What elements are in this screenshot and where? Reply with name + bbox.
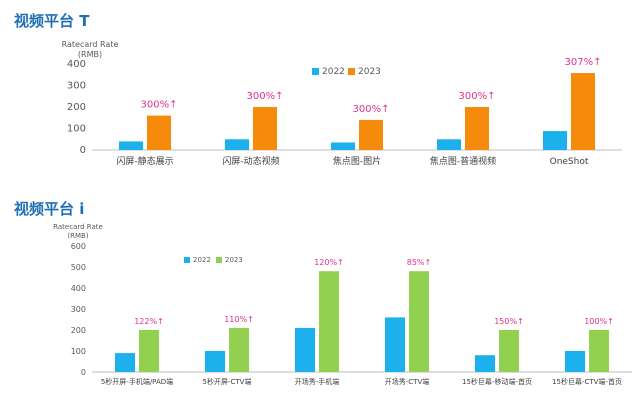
top-bar-2023 [253, 107, 277, 150]
bottom-bar-2022 [205, 351, 225, 372]
bottom-ytick-label: 400 [71, 284, 86, 293]
top-category-label: 焦点图-图片 [333, 155, 381, 167]
top-bar-2022 [331, 142, 355, 150]
bottom-bar-2022 [565, 351, 585, 372]
top-ytick-label: 300 [67, 81, 86, 92]
chart-title-top: 视频平台 T [14, 12, 90, 30]
top-ytick-label: 0 [80, 145, 86, 156]
top-bar-2023 [571, 73, 595, 150]
bottom-legend-label-2022: 2022 [193, 256, 211, 264]
top-legend-label-2022: 2022 [322, 67, 345, 77]
bottom-bar-2022 [475, 355, 495, 372]
bottom-legend-swatch-2023 [216, 257, 222, 263]
bottom-bar-2022 [295, 327, 315, 372]
bottom-ylabel-line1: Ratecard Rate [53, 223, 103, 231]
bottom-ylabel-line2: (RMB) [67, 232, 88, 240]
top-bar-2022 [225, 139, 249, 150]
top-growth-label: 300%↑ [141, 100, 178, 111]
bottom-ytick-label: 600 [71, 242, 86, 251]
bottom-growth-label: 120%↑ [314, 258, 344, 267]
bottom-growth-label: 110%↑ [224, 315, 254, 324]
bottom-bar-2022 [115, 353, 135, 372]
top-growth-label: 300%↑ [459, 91, 496, 102]
top-growth-label: 300%↑ [353, 104, 390, 115]
bottom-bar-2023 [139, 330, 159, 372]
bottom-ytick-label: 500 [71, 263, 86, 272]
bottom-ytick-label: 0 [81, 368, 86, 377]
top-ytick-label: 100 [67, 124, 86, 135]
chart-title-bottom: 视频平台 i [14, 200, 85, 218]
top-bar-2023 [147, 115, 171, 150]
top-ytick-label: 200 [67, 102, 86, 113]
bottom-growth-label: 85%↑ [407, 258, 431, 267]
top-category-label: OneShot [550, 157, 589, 167]
top-bar-2023 [359, 119, 383, 150]
bottom-bar-2023 [499, 330, 519, 372]
top-legend-swatch-2023 [348, 68, 355, 75]
bottom-bar-2022 [385, 317, 405, 372]
bottom-category-label: 15秒巨幕-CTV端-首页 [552, 377, 622, 386]
top-bar-2022 [543, 131, 567, 150]
top-growth-label: 307%↑ [565, 57, 602, 68]
top-bar-2023 [465, 107, 489, 150]
bottom-bar-2023 [589, 330, 609, 372]
top-ytick-label: 400 [67, 59, 86, 70]
bottom-category-label: 开场秀-手机端 [295, 377, 340, 386]
top-category-label: 焦点图-普通视频 [430, 155, 496, 167]
top-bar-2022 [437, 139, 461, 150]
bottom-bar-2023 [229, 327, 249, 372]
bottom-bar-2023 [319, 271, 339, 372]
bottom-growth-label: 122%↑ [134, 317, 164, 326]
top-ylabel-line1: Ratecard Rate [62, 40, 119, 49]
bottom-legend-label-2023: 2023 [225, 256, 243, 264]
top-category-label: 闪屏-静态展示 [116, 155, 173, 167]
bottom-ytick-label: 300 [71, 305, 86, 314]
bottom-growth-label: 100%↑ [584, 317, 614, 326]
bottom-ytick-label: 100 [71, 347, 86, 356]
top-growth-label: 300%↑ [247, 91, 284, 102]
bottom-category-label: 5秒开屏-CTV端 [203, 377, 252, 386]
bottom-legend-swatch-2022 [184, 257, 190, 263]
top-bar-2022 [119, 141, 143, 150]
bottom-category-label: 开场秀-CTV端 [385, 377, 429, 386]
top-legend-label-2023: 2023 [358, 67, 381, 77]
bottom-bar-2023 [409, 271, 429, 372]
top-category-label: 闪屏-动态视频 [222, 155, 279, 167]
bottom-category-label: 5秒开屏-手机端/PAD端 [101, 377, 173, 386]
top-legend-swatch-2022 [312, 68, 319, 75]
bottom-ytick-label: 200 [71, 326, 86, 335]
bottom-growth-label: 150%↑ [494, 317, 524, 326]
bottom-category-label: 15秒巨幕-移动端-首页 [462, 377, 532, 386]
top-ylabel-line2: (RMB) [78, 50, 102, 59]
